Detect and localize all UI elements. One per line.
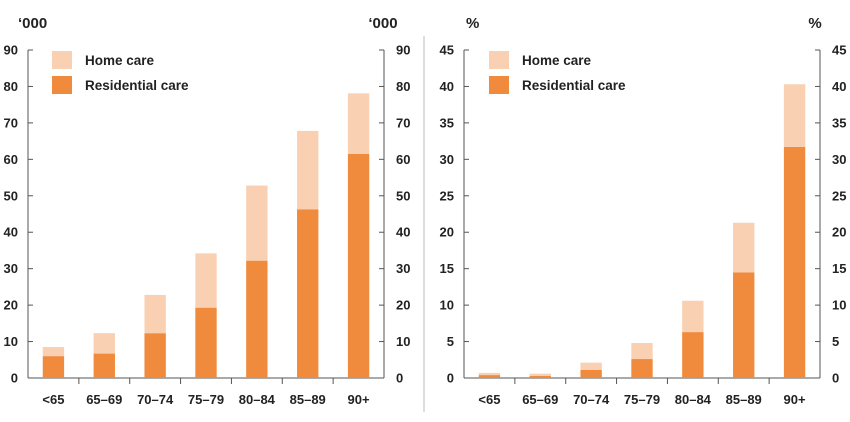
chart1-bar-residential-4: [246, 260, 268, 378]
chart2-xtick-label: 90+: [784, 392, 806, 407]
chart1-ytick-label-right: 40: [396, 225, 410, 240]
chart1-bar-home-5: [297, 130, 319, 210]
chart1-bar-home-3: [195, 253, 217, 308]
chart2-xtick-label: 85–89: [726, 392, 762, 407]
chart1-legend-label-1: Residential care: [85, 78, 189, 93]
chart1-xtick-label: 85–89: [290, 392, 326, 407]
chart2-bar-residential-3: [631, 359, 653, 378]
chart1-xtick-label: 75–79: [188, 392, 224, 407]
chart2-ytick-label-left: 35: [440, 115, 454, 130]
chart2-ytick-label-left: 30: [440, 152, 454, 167]
chart2-legend-swatch-1: [489, 76, 509, 94]
chart2-bar-home-4: [682, 300, 704, 333]
chart2-bar-residential-6: [783, 146, 806, 378]
chart1-ytick-label-right: 10: [396, 334, 410, 349]
chart1-bar-residential-1: [93, 353, 115, 378]
chart1-xtick-label: 65–69: [86, 392, 122, 407]
chart1-ytick-label-right: 30: [396, 261, 410, 276]
chart1-ytick-label-left: 0: [11, 371, 18, 386]
chart1-unit-left: ‘000: [18, 15, 47, 32]
chart1-ytick-label-right: 60: [396, 152, 410, 167]
chart1-ytick-label-right: 0: [396, 371, 403, 386]
chart1-bar-residential-6: [347, 153, 370, 378]
chart1-ytick-label-right: 70: [396, 115, 410, 130]
chart2-bar-home-3: [631, 343, 653, 360]
chart1-bar-residential-3: [195, 307, 217, 378]
chart1-bar-home-4: [246, 185, 268, 261]
chart2-ytick-label-left: 25: [440, 188, 454, 203]
chart2-bar-residential-0: [478, 375, 501, 378]
chart2-ytick-label-left: 15: [440, 261, 454, 276]
chart1-bar-home-0: [42, 347, 65, 357]
chart2-ytick-label-right: 25: [832, 188, 846, 203]
chart1-ytick-label-left: 40: [4, 225, 18, 240]
chart2-ytick-label-left: 5: [447, 334, 454, 349]
chart1-ytick-label-left: 60: [4, 152, 18, 167]
chart1-xtick-label: 70–74: [137, 392, 174, 407]
chart1-ytick-label-left: 70: [4, 115, 18, 130]
chart1-ytick-label-right: 50: [396, 188, 410, 203]
chart2-bar-home-6: [783, 84, 806, 147]
chart2-bar-home-1: [529, 373, 551, 376]
chart2-xtick-label: 80–84: [675, 392, 712, 407]
chart2-ytick-label-right: 20: [832, 225, 846, 240]
chart1-bar-residential-0: [42, 356, 65, 378]
chart2-bar-home-5: [733, 222, 755, 273]
chart1-xtick-label: 90+: [348, 392, 370, 407]
chart2-ytick-label-right: 45: [832, 43, 846, 58]
chart1-ytick-label-left: 90: [4, 43, 18, 58]
chart2-bar-home-2: [580, 362, 602, 370]
chart2-unit-left: %: [466, 15, 479, 32]
chart1-legend-label-0: Home care: [85, 53, 155, 68]
chart2-legend-swatch-0: [489, 51, 509, 69]
chart2-ytick-label-right: 15: [832, 261, 846, 276]
chart2-xtick-label: 65–69: [522, 392, 558, 407]
chart2-ytick-label-left: 40: [440, 79, 454, 94]
chart1-unit-right: ‘000: [368, 15, 397, 32]
chart2-ytick-label-right: 10: [832, 298, 846, 313]
chart2-legend-label-0: Home care: [522, 53, 592, 68]
chart1-xtick-label: 80–84: [239, 392, 276, 407]
chart1-ytick-label-left: 20: [4, 298, 18, 313]
chart2-ytick-label-left: 45: [440, 43, 454, 58]
chart2-ytick-label-right: 35: [832, 115, 846, 130]
chart2-ytick-label-right: 0: [832, 371, 839, 386]
chart2-ytick-label-right: 5: [832, 334, 839, 349]
chart1-ytick-label-right: 20: [396, 298, 410, 313]
chart1-xtick-label: <65: [42, 392, 64, 407]
chart2-legend-label-1: Residential care: [522, 78, 626, 93]
chart1-ytick-label-right: 90: [396, 43, 410, 58]
chart1-ytick-label-left: 80: [4, 79, 18, 94]
chart2-unit-right: %: [808, 15, 821, 32]
chart2-ytick-label-left: 20: [440, 225, 454, 240]
chart1-bar-home-6: [347, 93, 370, 154]
chart2-bar-residential-5: [733, 272, 755, 378]
chart2-ytick-label-left: 0: [447, 371, 454, 386]
chart1-bar-home-1: [93, 333, 115, 354]
chart2-xtick-label: 75–79: [624, 392, 660, 407]
chart2-bar-residential-4: [682, 332, 704, 378]
chart1-bar-home-2: [144, 294, 166, 334]
chart2-xtick-label: <65: [478, 392, 500, 407]
chart1-bar-residential-2: [144, 333, 166, 378]
chart2-ytick-label-right: 40: [832, 79, 846, 94]
chart2-bar-residential-1: [529, 375, 551, 378]
chart2-xtick-label: 70–74: [573, 392, 610, 407]
chart1-bar-residential-5: [297, 209, 319, 378]
chart2-bar-home-0: [478, 372, 501, 376]
chart1-ytick-label-left: 50: [4, 188, 18, 203]
chart1-legend-swatch-0: [52, 51, 72, 69]
chart2-ytick-label-left: 10: [440, 298, 454, 313]
chart1-ytick-label-left: 30: [4, 261, 18, 276]
chart1-legend-swatch-1: [52, 76, 72, 94]
chart1-ytick-label-right: 80: [396, 79, 410, 94]
chart1-ytick-label-left: 10: [4, 334, 18, 349]
chart2-bar-residential-2: [580, 369, 602, 378]
chart2-ytick-label-right: 30: [832, 152, 846, 167]
